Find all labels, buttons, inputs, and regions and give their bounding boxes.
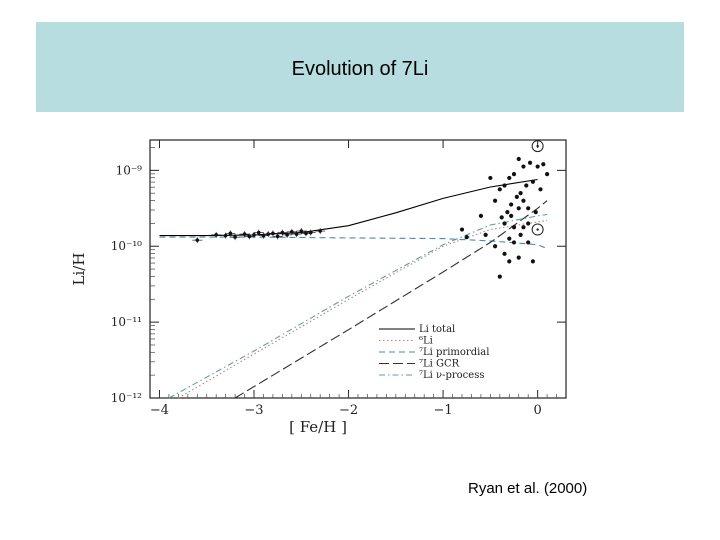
- legend-entry: ⁷Li ν-process: [419, 370, 484, 381]
- halo-star-point: [256, 230, 261, 235]
- halo-star-point: [261, 233, 266, 238]
- halo-star-point: [214, 233, 218, 237]
- disk-star-point: [518, 232, 523, 237]
- chart: −4 −3 −2 −1 0 10⁻⁹ 10⁻¹⁰ 10⁻¹¹ 10⁻¹² [ Fe/H ] Li/H…: [64, 136, 584, 436]
- halo-star-point: [271, 231, 275, 236]
- x-tick-label: −2: [339, 403, 358, 418]
- disk-star-point: [535, 164, 540, 169]
- halo-star-point: [233, 235, 237, 239]
- disk-star-point: [502, 251, 507, 256]
- x-axis-label: [ Fe/H ]: [289, 418, 347, 436]
- series-li6-line: [178, 219, 548, 399]
- halo-star-point: [266, 232, 270, 236]
- disk-star-point: [488, 175, 493, 181]
- disk-star-point: [526, 221, 531, 226]
- disk-star-point: [502, 221, 507, 226]
- halo-star-point: [280, 230, 285, 235]
- disk-star-point: [530, 179, 536, 184]
- legend-entry: Li total: [419, 324, 455, 335]
- disk-star-point: [507, 175, 512, 181]
- disk-star-point: [499, 215, 504, 220]
- disk-star-point: [514, 194, 519, 200]
- halo-star-point: [308, 230, 313, 235]
- citation-credit: Ryan et al. (2000): [468, 480, 588, 497]
- disk-star-point: [511, 240, 517, 245]
- disk-star-point: [497, 187, 502, 192]
- series-li-total-line: [159, 178, 538, 237]
- halo-star-point: [228, 231, 233, 236]
- disk-star-point: [533, 209, 538, 215]
- disk-star-point: [497, 274, 502, 279]
- halo-star-point: [285, 233, 289, 237]
- disk-star-point: [516, 255, 521, 260]
- disk-star-point: [538, 187, 543, 192]
- halo-star-point: [304, 231, 308, 236]
- y-tick-label: 10⁻¹²: [111, 391, 142, 405]
- x-tick-label: −4: [150, 403, 169, 418]
- halo-star-point: [294, 232, 299, 236]
- slide-title: Evolution of 7Li: [291, 58, 429, 80]
- y-tick-label: 10⁻⁹: [116, 163, 143, 177]
- disk-star-point: [483, 232, 488, 237]
- disk-star-point: [541, 162, 546, 167]
- disk-star-point: [511, 225, 517, 230]
- legend-entry: ⁶Li: [419, 336, 433, 347]
- series-li7-gcr-line: [234, 200, 548, 399]
- disk-star-point: [527, 160, 533, 165]
- disk-star-point: [530, 259, 536, 264]
- disk-star-point: [505, 209, 510, 215]
- halo-star-point: [242, 232, 247, 236]
- disk-star-point: [526, 240, 531, 245]
- x-tick-label: 0: [533, 403, 541, 418]
- halo-star-point: [195, 238, 200, 242]
- disk-star-point: [521, 225, 526, 230]
- title-band: Evolution of 7Li: [36, 22, 684, 112]
- y-tick-label: 10⁻¹¹: [111, 315, 142, 329]
- halo-star-point: [275, 234, 280, 239]
- plot-frame: [149, 139, 567, 399]
- halo-star-point: [252, 233, 256, 237]
- disk-star-point: [509, 213, 514, 218]
- halo-star-point: [247, 234, 252, 239]
- disk-star-point: [516, 156, 521, 162]
- halo-star-point: [290, 230, 294, 234]
- disk-star-point: [518, 191, 523, 196]
- x-tick-label: −3: [244, 403, 263, 418]
- disk-star-point: [521, 198, 526, 203]
- disk-star-point: [507, 236, 512, 241]
- disk-star-point: [478, 213, 484, 218]
- halo-star-point: [318, 229, 322, 233]
- sun-symbol-dot: [536, 144, 539, 148]
- y-axis-label: Li/H: [70, 253, 88, 286]
- legend-entry: ⁷Li GCR: [419, 359, 460, 370]
- disk-star-point: [511, 172, 517, 177]
- disk-star-point: [526, 206, 531, 211]
- halo-star-point: [299, 229, 304, 233]
- disk-star-point: [516, 206, 521, 211]
- chart-svg: −4 −3 −2 −1 0 10⁻⁹ 10⁻¹⁰ 10⁻¹¹ 10⁻¹² [ Fe/H ] Li/H…: [70, 139, 567, 436]
- disk-star-point: [544, 172, 550, 177]
- sun-symbol: [531, 140, 544, 153]
- disk-star-point: [507, 259, 512, 264]
- disk-star-point: [521, 164, 526, 169]
- sun-symbol-dot: [536, 228, 539, 231]
- disk-star-point: [464, 235, 469, 240]
- disk-star-point: [492, 244, 498, 249]
- disk-star-point: [502, 183, 507, 188]
- disk-star-point: [524, 183, 529, 188]
- halo-star-point: [223, 233, 228, 238]
- disk-star-point: [509, 202, 514, 207]
- sun-symbol: [531, 223, 544, 236]
- disk-star-point: [459, 227, 465, 232]
- x-tick-label: −1: [434, 403, 453, 418]
- y-tick-label: 10⁻¹⁰: [111, 239, 142, 253]
- disk-star-point: [492, 198, 498, 203]
- legend-entry: ⁷Li primordial: [419, 347, 489, 358]
- series-li7-nu-process-line: [168, 213, 548, 399]
